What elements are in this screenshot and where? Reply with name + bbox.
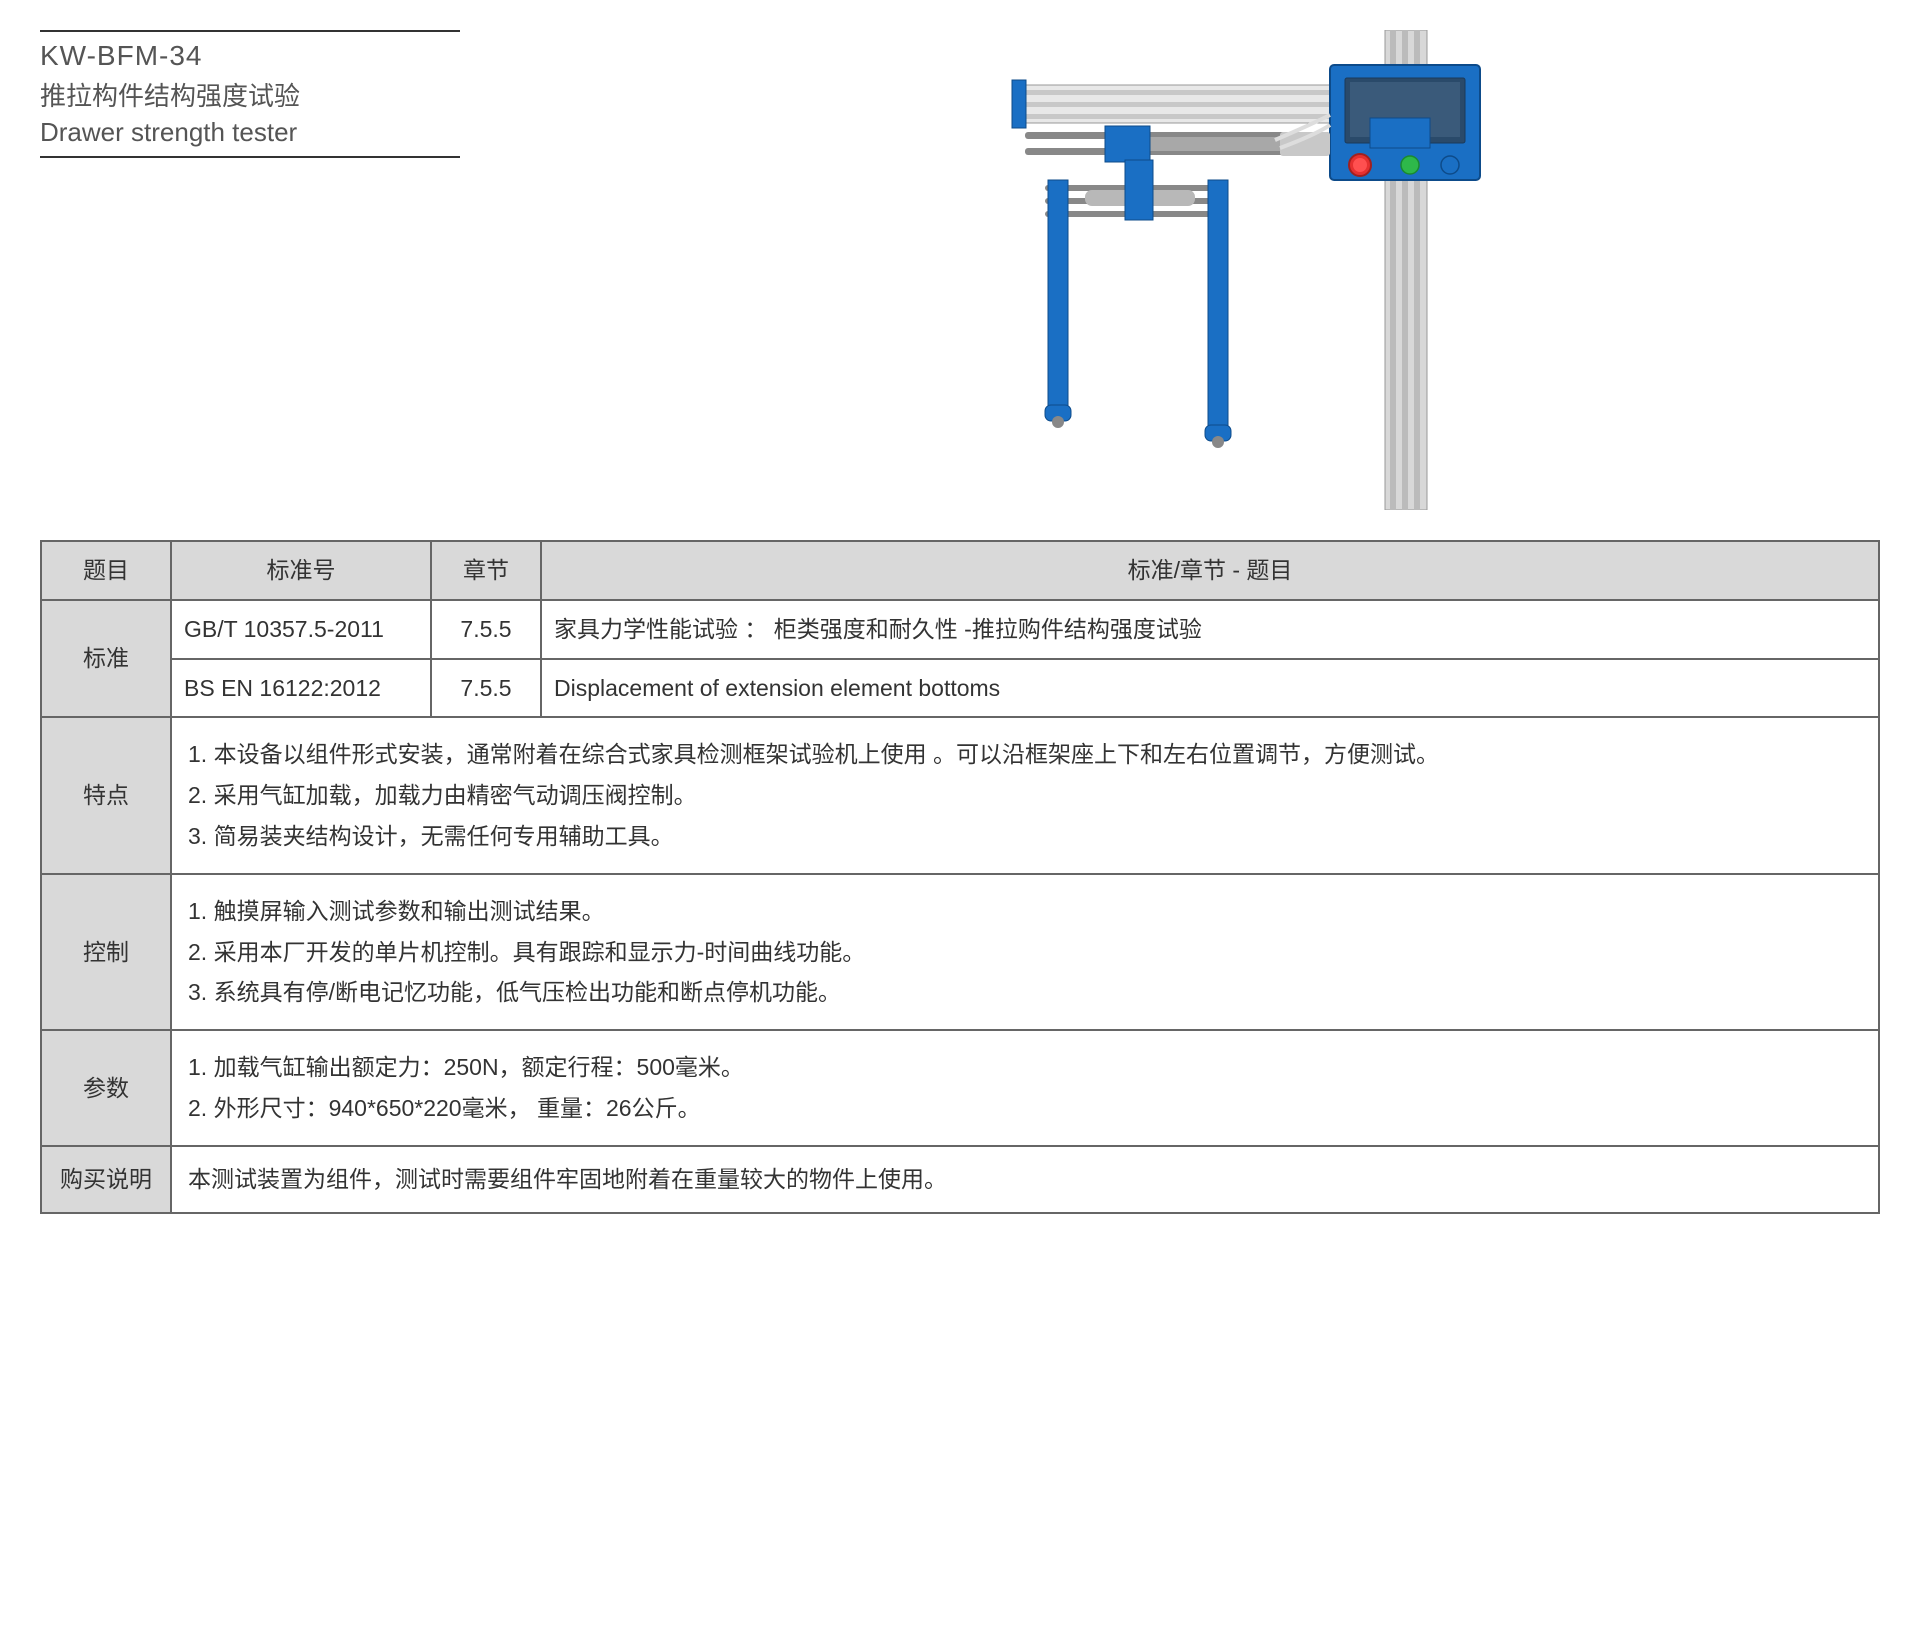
product-code: KW-BFM-34 [40,40,460,72]
control-content: 1. 触摸屏输入测试参数和输出测试结果。 2. 采用本厂开发的单片机控制。具有跟… [171,874,1879,1030]
params-row: 参数 1. 加载气缸输出额定力：250N，额定行程：500毫米。 2. 外形尺寸… [41,1030,1879,1146]
machine-illustration [930,30,1510,510]
standard-title-2: Displacement of extension element bottom… [541,659,1879,718]
standards-label: 标准 [41,600,171,718]
purchase-content: 本测试装置为组件，测试时需要组件牢固地附着在重量较大的物件上使用。 [171,1146,1879,1213]
features-line3: 3. 简易装夹结构设计，无需任何专用辅助工具。 [188,818,1862,855]
header-col1: 题目 [41,541,171,600]
control-row: 控制 1. 触摸屏输入测试参数和输出测试结果。 2. 采用本厂开发的单片机控制。… [41,874,1879,1030]
header-col4: 标准/章节 - 题目 [541,541,1879,600]
standard-row-2: BS EN 16122:2012 7.5.5 Displacement of e… [41,659,1879,718]
standard-code-2: BS EN 16122:2012 [171,659,431,718]
product-name-cn: 推拉构件结构强度试验 [40,76,460,113]
top-section: KW-BFM-34 推拉构件结构强度试验 Drawer strength tes… [40,30,1880,510]
control-label: 控制 [41,874,171,1030]
product-header: KW-BFM-34 推拉构件结构强度试验 Drawer strength tes… [40,30,460,158]
params-label: 参数 [41,1030,171,1146]
control-line2: 2. 采用本厂开发的单片机控制。具有跟踪和显示力-时间曲线功能。 [188,934,1862,971]
standard-code-1: GB/T 10357.5-2011 [171,600,431,659]
control-line3: 3. 系统具有停/断电记忆功能，低气压检出功能和断点停机功能。 [188,974,1862,1011]
table-header-row: 题目 标准号 章节 标准/章节 - 题目 [41,541,1879,600]
purchase-label: 购买说明 [41,1146,171,1213]
features-row: 特点 1. 本设备以组件形式安装，通常附着在综合式家具检测框架试验机上使用 。可… [41,717,1879,873]
purchase-row: 购买说明 本测试装置为组件，测试时需要组件牢固地附着在重量较大的物件上使用。 [41,1146,1879,1213]
image-column [560,30,1880,510]
params-content: 1. 加载气缸输出额定力：250N，额定行程：500毫米。 2. 外形尺寸：94… [171,1030,1879,1146]
header-col3: 章节 [431,541,541,600]
params-line2: 2. 外形尺寸：940*650*220毫米， 重量：26公斤。 [188,1090,1862,1127]
standard-title-1: 家具力学性能试验 ： 柜类强度和耐久性 -推拉购件结构强度试验 [541,600,1879,659]
features-label: 特点 [41,717,171,873]
standard-chapter-2: 7.5.5 [431,659,541,718]
title-column: KW-BFM-34 推拉构件结构强度试验 Drawer strength tes… [40,30,560,510]
spec-table: 题目 标准号 章节 标准/章节 - 题目 标准 GB/T 10357.5-201… [40,540,1880,1214]
standard-row-1: 标准 GB/T 10357.5-2011 7.5.5 家具力学性能试验 ： 柜类… [41,600,1879,659]
control-line1: 1. 触摸屏输入测试参数和输出测试结果。 [188,893,1862,930]
standard-chapter-1: 7.5.5 [431,600,541,659]
features-line2: 2. 采用气缸加载，加载力由精密气动调压阀控制。 [188,777,1862,814]
features-content: 1. 本设备以组件形式安装，通常附着在综合式家具检测框架试验机上使用 。可以沿框… [171,717,1879,873]
features-line1: 1. 本设备以组件形式安装，通常附着在综合式家具检测框架试验机上使用 。可以沿框… [188,736,1862,773]
header-col2: 标准号 [171,541,431,600]
params-line1: 1. 加载气缸输出额定力：250N，额定行程：500毫米。 [188,1049,1862,1086]
product-name-en: Drawer strength tester [40,117,460,148]
